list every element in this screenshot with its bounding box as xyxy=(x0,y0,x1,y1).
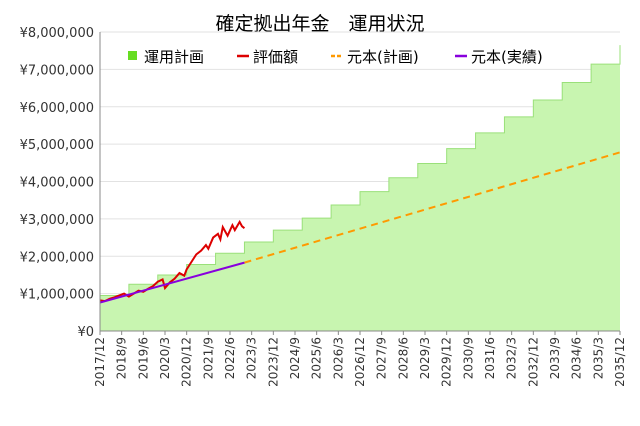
x-tick-label: 2035/3 xyxy=(591,337,605,379)
x-tick-label: 2027/9 xyxy=(375,337,389,379)
x-tick-label: 2032/12 xyxy=(526,337,540,387)
y-tick-label: ¥4,000,000 xyxy=(20,176,94,191)
x-tick-label: 2029/3 xyxy=(418,337,432,379)
y-tick-label: ¥2,000,000 xyxy=(20,250,94,265)
y-axis-ticks: ¥0 ¥1,000,000 ¥2,000,000 ¥3,000,000 ¥4,000,0… xyxy=(20,26,94,340)
series-line-3 xyxy=(99,261,245,304)
y-tick-label: ¥5,000,000 xyxy=(20,138,94,153)
x-tick-label: 2031/6 xyxy=(483,337,497,379)
x-tick-label: 2028/6 xyxy=(396,337,410,379)
y-tick-label: ¥3,000,000 xyxy=(20,213,94,228)
x-tick-label: 2021/9 xyxy=(201,337,215,379)
y-tick-label: ¥0 xyxy=(77,325,94,340)
y-tick-label: ¥1,000,000 xyxy=(20,288,94,303)
x-tick-label: 2030/9 xyxy=(461,337,475,379)
series-line-2 xyxy=(244,151,621,264)
x-tick-label: 2034/6 xyxy=(570,337,584,379)
y-tick-label: ¥6,000,000 xyxy=(20,101,94,116)
legend: 運用計画 評価額 元本(計画) 元本(実績) xyxy=(128,48,543,66)
x-tick-label: 2023/3 xyxy=(245,337,259,379)
x-tick-label: 2026/3 xyxy=(331,337,345,379)
x-tick-label: 2025/6 xyxy=(310,337,324,379)
legend-label: 評価額 xyxy=(253,48,298,66)
plan-area-fill xyxy=(100,45,620,332)
x-tick-label: 2029/12 xyxy=(440,337,454,387)
plan-area-edge xyxy=(100,45,621,296)
legend-label: 元本(実績) xyxy=(471,48,543,66)
x-tick-label: 2018/9 xyxy=(115,337,129,379)
x-tick-label: 2023/12 xyxy=(266,337,280,387)
x-tick-label: 2017/12 xyxy=(93,337,107,387)
x-tick-label: 2026/12 xyxy=(353,337,367,387)
series-lines xyxy=(99,151,621,304)
x-tick-label: 2020/12 xyxy=(180,337,194,387)
plan-area xyxy=(100,45,621,332)
x-tick-label: 2035/12 xyxy=(613,337,627,387)
x-tick-label: 2019/6 xyxy=(136,337,150,379)
x-tick-label: 2020/3 xyxy=(158,337,172,379)
y-tick-label: ¥7,000,000 xyxy=(20,63,94,78)
legend-label: 元本(計画) xyxy=(347,48,419,66)
legend-swatch xyxy=(128,51,137,60)
x-tick-label: 2032/3 xyxy=(505,337,519,379)
y-tick-label: ¥8,000,000 xyxy=(20,26,94,41)
x-axis-ticks: 2017/12 2018/9 2019/6 2020/3 2020/12 2021/9 20… xyxy=(93,331,627,387)
x-tick-label: 2024/9 xyxy=(288,337,302,379)
legend-label: 運用計画 xyxy=(144,48,204,66)
x-tick-label: 2033/9 xyxy=(548,337,562,379)
chart-title: 確定拠出年金 運用状況 xyxy=(215,13,424,35)
x-tick-label: 2022/6 xyxy=(223,337,237,379)
